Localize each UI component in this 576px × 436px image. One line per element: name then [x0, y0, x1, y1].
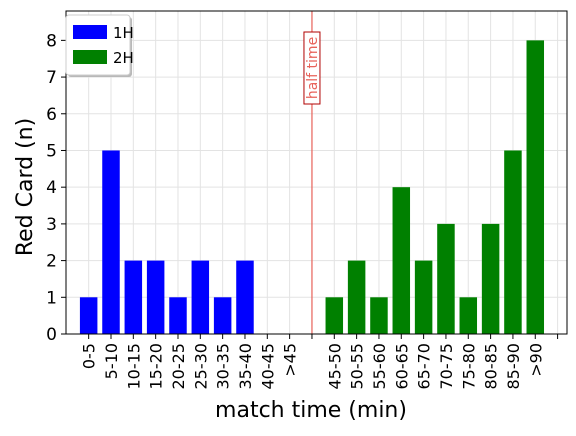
bar-2H-65-70 [414, 260, 433, 334]
bar-1H-30-35 [213, 297, 232, 334]
y-tick-label: 5 [46, 141, 57, 161]
bar-1H-25-30 [191, 260, 210, 334]
y-tick-label: 2 [46, 252, 57, 272]
y-tick-label: 0 [46, 325, 57, 345]
bar-1H-35-40 [236, 260, 254, 334]
x-tick-label: 70-75 [437, 343, 456, 390]
legend-swatch-1H [73, 25, 107, 39]
x-tick-label: 40-45 [258, 343, 277, 390]
x-tick-label: 60-65 [392, 343, 411, 390]
bar-2H-45-50 [325, 297, 344, 334]
y-tick-label: 3 [46, 215, 57, 235]
half-time-label: half time [305, 37, 321, 99]
x-tick-label: 15-20 [147, 343, 166, 390]
x-tick-label: 0-5 [80, 343, 99, 369]
y-axis: 0 1 2 3 4 5 6 7 8 [46, 31, 66, 345]
bars [79, 40, 545, 334]
x-tick-label: >90 [526, 343, 545, 377]
x-tick-label: 85-90 [504, 343, 523, 390]
x-tick-label: 35-40 [236, 343, 255, 390]
bar-1H-20-25 [169, 297, 187, 334]
annotations: half time [303, 11, 321, 334]
x-tick-label: 10-15 [124, 343, 143, 390]
y-tick-label: 4 [46, 178, 57, 198]
bar-1H-15-20 [146, 260, 165, 334]
x-tick-label: 75-80 [459, 343, 478, 390]
bar-2H-60-65 [392, 187, 411, 334]
legend-label-1H: 1H [113, 24, 134, 42]
bar-2H-50-55 [347, 260, 366, 334]
plot-frame [65, 10, 568, 335]
x-tick-label: 45-50 [325, 343, 344, 390]
x-tick-label: 80-85 [482, 343, 501, 390]
bar-1H-0-5 [79, 297, 98, 334]
bar-2H-75-80 [459, 297, 478, 334]
x-axis: 0-5 5-10 10-15 15-20 20-25 25-30 30-35 35-40 40-… [80, 334, 559, 390]
x-tick-label: 25-30 [191, 343, 210, 390]
y-tick-label: 6 [46, 105, 57, 125]
legend-swatch-2H [73, 50, 107, 64]
bar-2H-80-85 [481, 223, 500, 334]
x-tick-label: 65-70 [415, 343, 434, 390]
x-tick-label: 20-25 [169, 343, 188, 390]
x-tick-label: >45 [281, 343, 300, 377]
bar-2H->90 [526, 40, 545, 334]
y-axis-label: Red Card (n) [13, 118, 38, 256]
x-tick-label: 50-55 [348, 343, 367, 390]
y-tick-label: 1 [46, 288, 57, 308]
x-tick-label: 30-35 [214, 343, 233, 390]
bar-1H-5-10 [102, 150, 120, 334]
x-tick-label: 55-60 [370, 343, 389, 390]
half-time-box [303, 31, 321, 105]
legend-label-2H: 2H [113, 49, 134, 67]
x-tick-label: 5-10 [102, 343, 121, 379]
bar-2H-70-75 [437, 223, 455, 334]
y-tick-label: 7 [46, 68, 57, 88]
y-tick-label: 8 [46, 31, 57, 51]
bar-1H-10-15 [124, 260, 143, 334]
x-axis-label: match time (min) [215, 398, 407, 423]
bar-2H-55-60 [370, 297, 388, 334]
bar-2H-85-90 [504, 150, 522, 334]
